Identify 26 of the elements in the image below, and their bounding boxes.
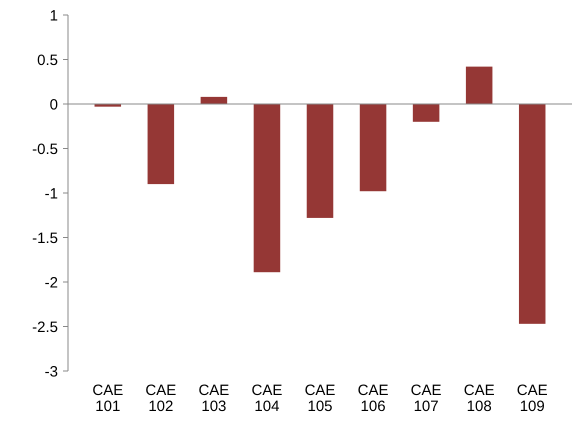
y-tick-label: -1 [44,185,58,202]
x-tick-label: CAE 103 [198,382,230,415]
bar [306,104,334,218]
bar [518,104,546,324]
y-tick-label: -1.5 [32,230,58,247]
bar [360,104,386,192]
y-tick-label: 0 [50,96,58,114]
x-tick-label: CAE 101 [92,382,124,415]
x-tick-label: CAE 106 [358,382,388,415]
x-tick-label: CAE 109 [516,382,548,415]
bar [412,104,440,122]
y-tick-label: -3 [44,363,58,380]
bar [466,66,492,104]
bar [254,104,280,272]
bar [200,96,228,104]
x-tick-label: CAE 107 [410,382,442,415]
x-tick-label: CAE 105 [304,382,336,415]
y-tick-label: 1 [50,7,58,24]
y-tick-label: -0.5 [32,140,58,158]
y-tick-label: -2.5 [32,318,58,336]
x-tick-label: CAE 102 [145,382,176,415]
y-tick-label: -2 [44,274,58,292]
bar [148,104,174,184]
y-tick-label: 0.5 [37,52,58,69]
x-tick-label: CAE 104 [252,382,282,415]
x-tick-label: CAE 108 [464,382,495,415]
